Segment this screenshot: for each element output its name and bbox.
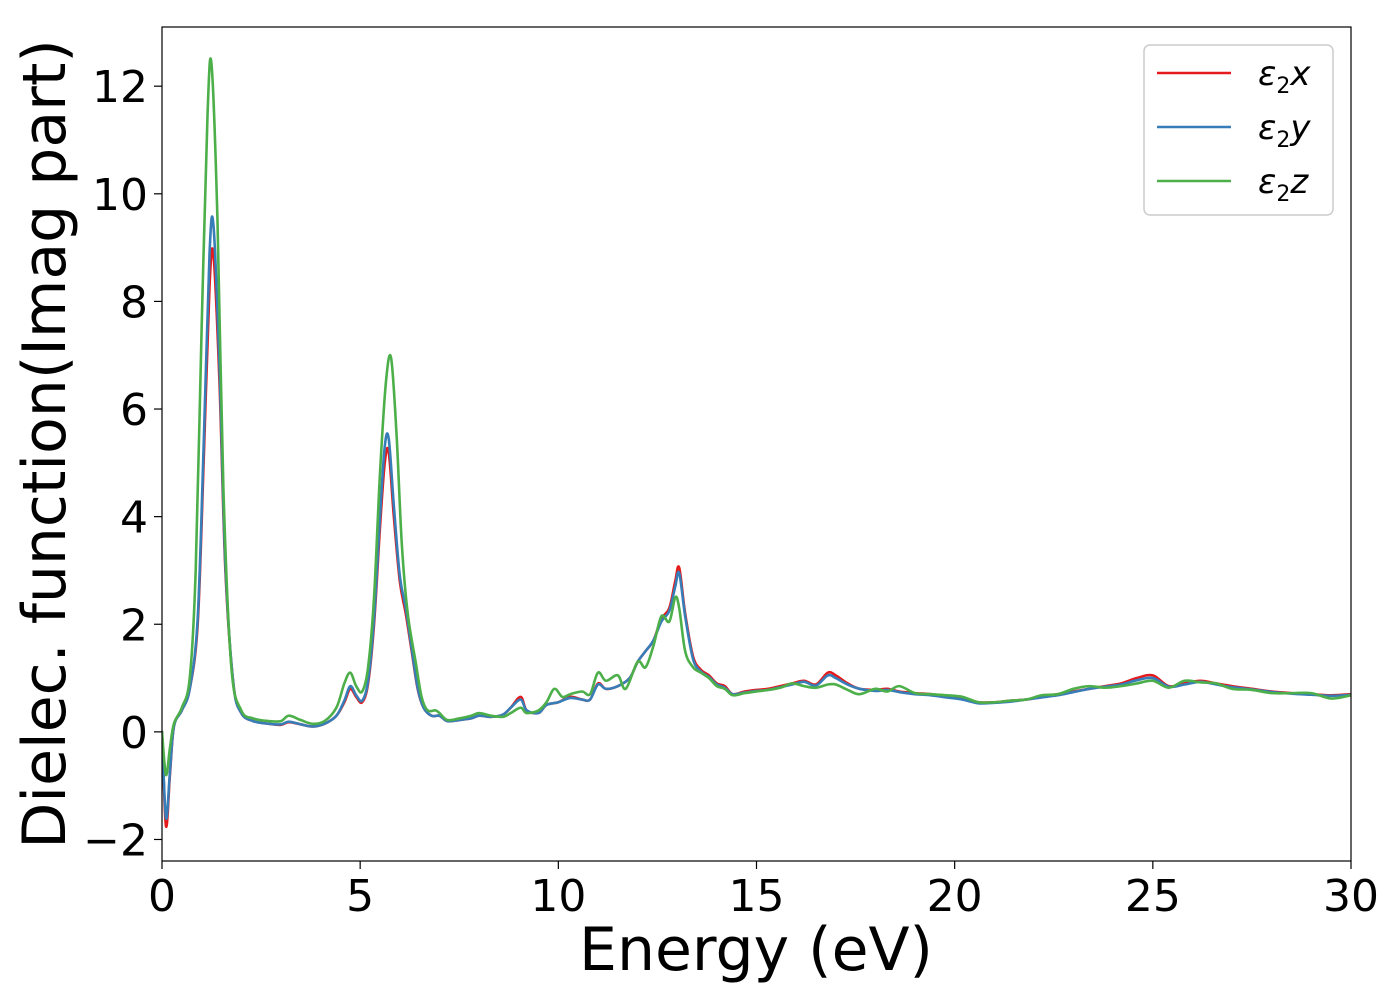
x-axis-title: Energy (eV) <box>579 915 933 985</box>
series-layer <box>162 57 1351 829</box>
y-tick-label: 4 <box>120 493 148 544</box>
y-tick-label: 2 <box>120 600 148 651</box>
y-tick-label: −2 <box>83 815 148 866</box>
y-tick-label: 10 <box>92 170 148 221</box>
y-tick-label: 8 <box>120 277 148 328</box>
legend-label-eps2z: ε2z <box>1258 162 1309 207</box>
legend-frame <box>1143 44 1334 216</box>
y-axis-title: Dielec. function(Imag part) <box>10 39 80 849</box>
x-tick-label: 5 <box>346 871 374 922</box>
series-line-eps2y <box>162 215 1351 820</box>
x-tick-label: 30 <box>1323 871 1379 922</box>
x-tick-label: 0 <box>148 871 176 922</box>
series-line-eps2x <box>162 247 1351 829</box>
series-line-eps2z <box>162 57 1351 777</box>
x-tick-label: 10 <box>530 871 586 922</box>
x-tick-label: 15 <box>729 871 785 922</box>
x-tick-label: 25 <box>1125 871 1181 922</box>
y-tick-label: 6 <box>120 385 148 436</box>
legend: ε2x ε2y ε2z <box>1143 44 1334 216</box>
y-tick-label: 0 <box>120 708 148 759</box>
legend-label-eps2y: ε2y <box>1258 108 1311 153</box>
y-axis: −2 0 2 4 6 8 10 12 <box>83 62 162 866</box>
y-tick-label: 12 <box>92 62 148 113</box>
legend-label-eps2x: ε2x <box>1258 54 1311 99</box>
x-axis: 0 5 10 15 20 25 30 <box>148 861 1379 922</box>
x-tick-label: 20 <box>927 871 983 922</box>
